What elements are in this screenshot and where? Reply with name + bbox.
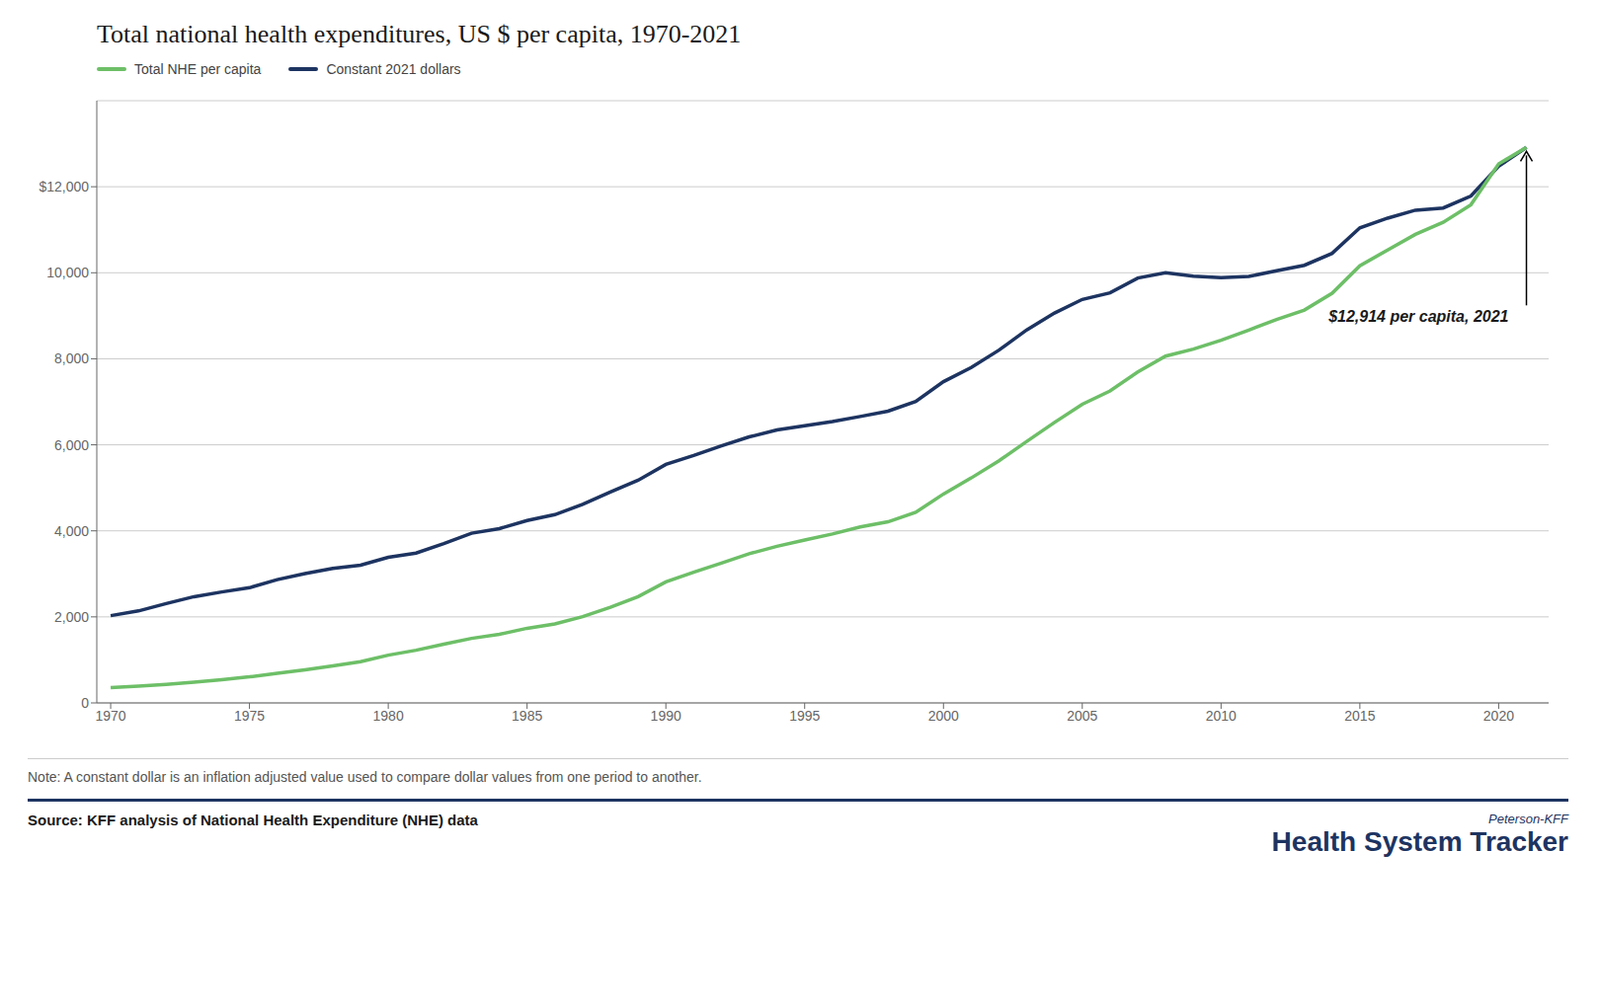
svg-text:8,000: 8,000 [54, 350, 89, 367]
svg-text:2010: 2010 [1205, 708, 1237, 724]
svg-text:0: 0 [80, 695, 89, 712]
svg-text:1990: 1990 [650, 708, 682, 724]
svg-text:2000: 2000 [928, 708, 960, 724]
svg-text:6,000: 6,000 [54, 437, 89, 454]
svg-text:10,000: 10,000 [46, 264, 89, 281]
html-text:Constant 2021 dollars: Constant 2021 dollars [326, 61, 461, 78]
svg-text:$12,914 per capita, 2021: $12,914 per capita, 2021 [1327, 308, 1509, 325]
svg-text:4,000: 4,000 [54, 523, 89, 540]
html-text:Peterson-KFF: Peterson-KFF [1488, 811, 1569, 827]
html-text:Total NHE per capita: Total NHE per capita [134, 61, 262, 78]
svg-text:1970: 1970 [94, 708, 126, 724]
svg-text:2005: 2005 [1066, 708, 1098, 724]
html-text:Note: A constant dollar is an: Note: A constant dollar is an inflation … [27, 769, 702, 786]
html-text:Source: KFF analysis of Nation: Source: KFF analysis of National Health … [27, 811, 478, 829]
svg-text:1980: 1980 [373, 708, 404, 724]
svg-text:2,000: 2,000 [54, 609, 89, 626]
svg-text:1985: 1985 [511, 708, 543, 724]
svg-text:1995: 1995 [789, 708, 820, 724]
html-text:Health System Tracker: Health System Tracker [1271, 826, 1569, 858]
svg-text:2020: 2020 [1483, 708, 1515, 724]
svg-text:$12,000: $12,000 [38, 178, 89, 195]
svg-text:2015: 2015 [1344, 708, 1375, 724]
html-text:Total national health expendit: Total national health expenditures, US $… [96, 19, 742, 49]
svg-text:1975: 1975 [234, 708, 265, 724]
